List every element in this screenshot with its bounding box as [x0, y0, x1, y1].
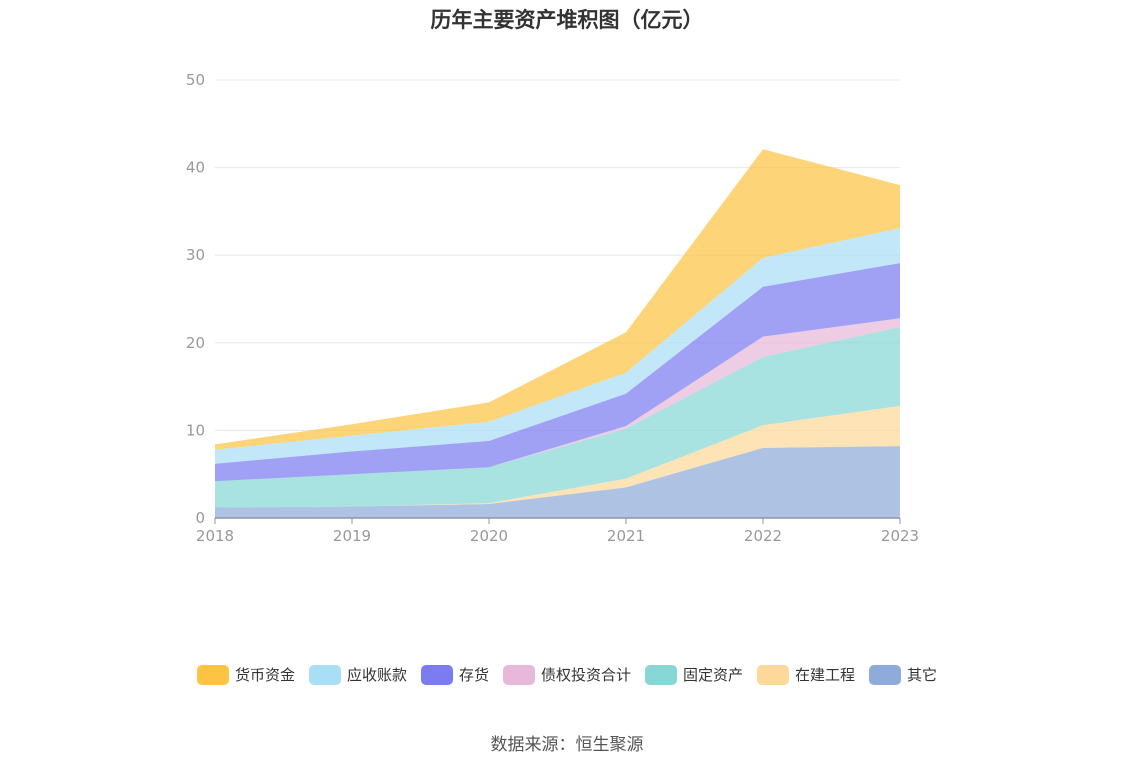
chart-legend: 货币资金 应收账款 存货 债权投资合计 固定资产 在建工程 其它 [0, 664, 1134, 685]
area-其它 [215, 446, 900, 518]
legend-item[interactable]: 固定资产 [645, 664, 743, 685]
chart-title: 历年主要资产堆积图（亿元） [430, 8, 704, 32]
legend-item[interactable]: 存货 [420, 664, 489, 685]
legend-swatch [196, 664, 229, 685]
y-tick-label: 50 [186, 71, 205, 89]
area-series [215, 149, 900, 518]
legend-label: 货币资金 [234, 666, 295, 684]
legend-item[interactable]: 债权投资合计 [502, 664, 631, 685]
x-tick-label: 2018 [196, 527, 234, 545]
legend-swatch [869, 664, 902, 685]
legend-swatch [308, 664, 341, 685]
y-tick-label: 40 [186, 159, 205, 177]
legend-swatch [757, 664, 790, 685]
legend-label: 在建工程 [795, 666, 856, 684]
x-tick-label: 2019 [333, 527, 371, 545]
area-应收账款 [215, 228, 900, 464]
x-tick-label: 2022 [744, 527, 782, 545]
area-存货 [215, 263, 900, 482]
y-tick-label: 0 [195, 509, 205, 527]
area-固定资产 [215, 327, 900, 508]
legend-item[interactable]: 在建工程 [757, 664, 855, 685]
y-tick-label: 20 [186, 334, 205, 352]
legend-swatch [645, 664, 677, 685]
y-tick-label: 10 [186, 421, 205, 439]
legend-swatch [420, 664, 453, 685]
legend-label: 应收账款 [346, 666, 407, 684]
legend-item[interactable]: 货币资金 [196, 664, 295, 685]
legend-label: 债权投资合计 [540, 666, 631, 684]
legend-label: 其它 [907, 666, 938, 684]
legend-swatch [502, 664, 535, 685]
legend-item[interactable]: 应收账款 [308, 664, 407, 685]
axes: 2018 2019 2020 2021 2022 2023 [196, 517, 919, 545]
area-债权投资合计 [215, 318, 900, 482]
area-在建工程 [215, 405, 900, 508]
x-tick-label: 2021 [607, 527, 645, 545]
area-货币资金 [215, 149, 900, 450]
data-source-note: 数据来源：恒生聚源 [490, 735, 644, 755]
legend-label: 存货 [458, 666, 489, 684]
grid-lines: 0 10 20 30 40 50 [186, 71, 900, 527]
y-tick-label: 30 [186, 246, 205, 264]
x-tick-label: 2023 [881, 527, 919, 545]
legend-item[interactable]: 其它 [869, 664, 937, 685]
legend-label: 固定资产 [683, 666, 744, 684]
x-tick-label: 2020 [470, 527, 508, 545]
